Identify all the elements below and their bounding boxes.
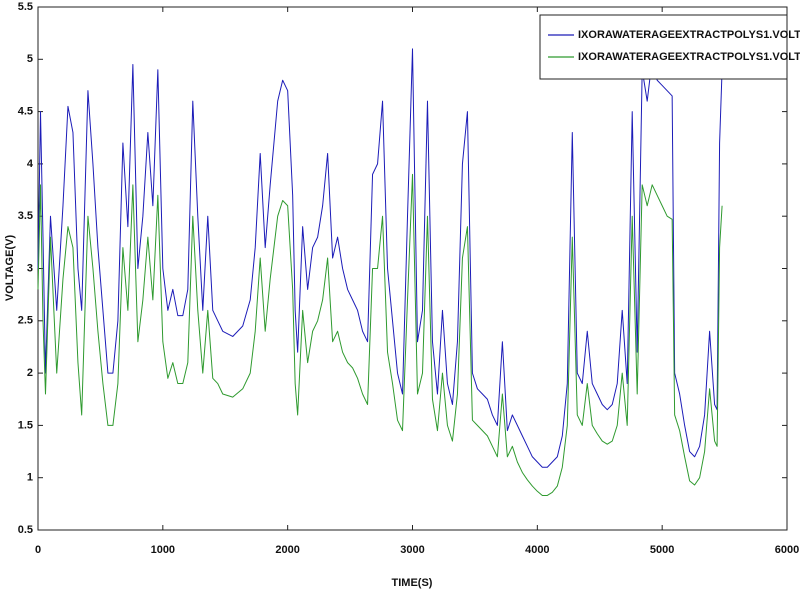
y-tick-label: 3.5 (18, 210, 33, 222)
y-tick-label: 4.5 (18, 106, 33, 118)
x-axis-label: TIME(S) (392, 577, 433, 589)
y-tick-label: 5 (27, 53, 33, 65)
series-line (37, 48, 723, 468)
legend-box (539, 14, 788, 80)
y-tick-label: 1.5 (18, 419, 33, 431)
x-tick-label: 5000 (650, 544, 674, 556)
x-tick-label: 0 (35, 544, 41, 556)
legend-label: IXORAWATERAGEEXTRACTPOLYS1.VOLTAGE3 (578, 29, 800, 41)
x-tick-label: 4000 (525, 544, 549, 556)
x-tick-label: 3000 (400, 544, 424, 556)
y-axis-label: VOLTAGE(V) (4, 235, 16, 302)
x-tick-label: 1000 (151, 544, 175, 556)
y-tick-label: 0.5 (18, 524, 33, 536)
y-tick-label: 3 (27, 262, 33, 274)
y-tick-label: 2 (27, 367, 33, 379)
y-tick-label: 2.5 (18, 315, 33, 327)
y-tick-label: 4 (27, 158, 34, 170)
x-tick-label: 6000 (775, 544, 799, 556)
legend-label: IXORAWATERAGEEXTRACTPOLYS1.VOLTAGE4 (578, 51, 800, 63)
y-tick-label: 1 (27, 472, 33, 484)
y-tick-label: 5.5 (18, 1, 33, 13)
x-tick-label: 2000 (275, 544, 299, 556)
series-line (37, 173, 723, 496)
